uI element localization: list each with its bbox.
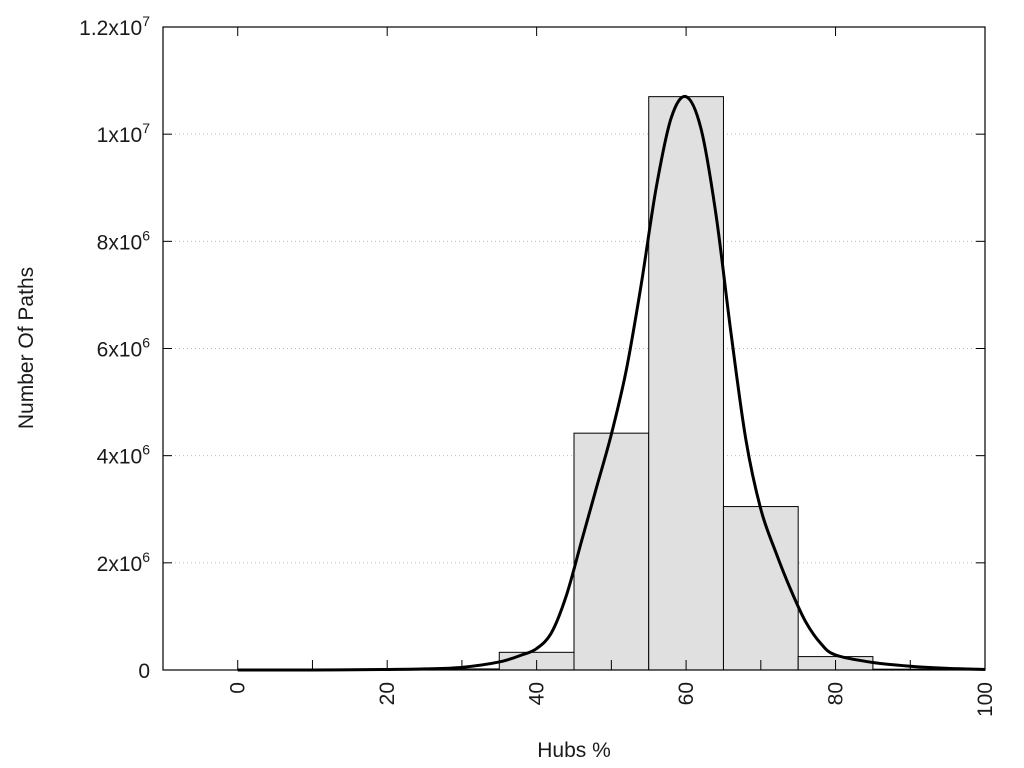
bar xyxy=(722,506,799,671)
y-axis-ticks: 0 2x106 4x106 6x106 8x106 1x107 1.2x107 xyxy=(79,13,985,683)
y-tick-label: 1x107 xyxy=(97,120,151,147)
x-tick-label: 60 xyxy=(675,682,698,705)
x-axis-label: Hubs % xyxy=(537,739,611,762)
grid-lines xyxy=(163,133,985,564)
y-tick-label: 2x106 xyxy=(97,549,151,576)
x-tick-label: 20 xyxy=(376,682,399,705)
y-tick-label: 0 xyxy=(138,660,150,683)
y-tick-label: 8x106 xyxy=(97,227,151,254)
y-tick-label: 6x106 xyxy=(97,335,151,362)
y-tick-label: 4x106 xyxy=(97,442,151,469)
y-axis-label: Number Of Paths xyxy=(15,267,38,429)
x-tick-label: 100 xyxy=(974,682,997,717)
x-axis-ticks: 0 20 40 60 80 100 xyxy=(227,27,997,717)
x-tick-label: 40 xyxy=(526,682,549,705)
y-tick-label: 1.2x107 xyxy=(79,13,150,40)
x-tick-label: 0 xyxy=(227,682,250,694)
bar xyxy=(648,96,724,671)
fit-curve xyxy=(237,94,986,672)
histogram-bars xyxy=(424,96,949,671)
bar xyxy=(573,432,650,671)
x-tick-label: 80 xyxy=(825,682,848,705)
